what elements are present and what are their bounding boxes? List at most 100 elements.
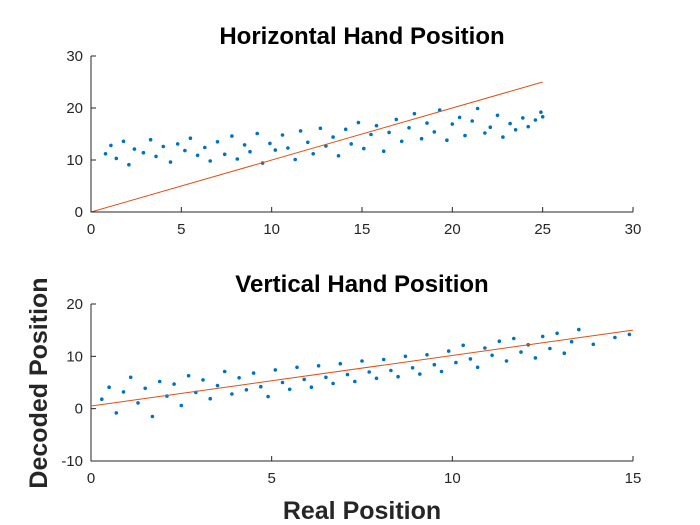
data-point: [201, 378, 205, 382]
data-point: [526, 124, 530, 129]
data-point: [148, 137, 153, 142]
data-point: [519, 350, 523, 354]
y-tick-label: 30: [66, 48, 83, 65]
y-tick-label: -10: [61, 453, 83, 470]
data-point: [504, 359, 509, 363]
data-point: [461, 343, 466, 348]
data-point: [168, 160, 173, 164]
y-tick-label: 10: [66, 152, 83, 169]
data-point: [280, 133, 285, 137]
y-tick-label: 10: [66, 348, 83, 365]
data-point: [331, 135, 335, 139]
data-point: [475, 365, 480, 370]
data-point: [539, 110, 543, 114]
data-point: [457, 115, 462, 120]
data-point: [259, 384, 263, 389]
data-point: [114, 411, 119, 415]
data-point: [439, 369, 444, 374]
data-point: [508, 121, 512, 126]
y-axis-label: Decoded Position: [25, 277, 53, 488]
data-point: [242, 143, 247, 147]
x-tick-label: 25: [534, 221, 551, 238]
data-point: [293, 157, 298, 162]
data-point: [425, 353, 429, 357]
data-point: [295, 365, 299, 370]
data-point: [501, 135, 505, 139]
data-point: [306, 140, 310, 145]
data-point: [533, 356, 538, 360]
data-point: [128, 375, 133, 380]
data-point: [396, 374, 400, 379]
y-tick-label: 0: [75, 401, 83, 418]
data-point: [268, 141, 272, 146]
x-tick-label: 0: [87, 470, 95, 487]
data-point: [280, 380, 285, 385]
data-point: [175, 142, 180, 146]
data-point: [483, 131, 487, 135]
data-point: [475, 106, 480, 111]
data-point: [381, 357, 386, 362]
horizontal-chart-points: [103, 106, 545, 167]
data-point: [237, 376, 241, 380]
data-point: [540, 334, 545, 339]
data-point: [324, 375, 328, 380]
data-point: [381, 149, 386, 153]
data-point: [533, 118, 538, 122]
data-point: [389, 368, 393, 373]
data-point: [235, 157, 240, 161]
data-point: [394, 117, 399, 122]
data-point: [309, 385, 314, 390]
data-point: [367, 370, 372, 374]
horizontal-chart-x-ticks: 0 5 10 15 20 25 30: [87, 207, 642, 238]
data-point: [311, 152, 316, 156]
data-point: [136, 401, 140, 405]
data-point: [316, 364, 321, 368]
data-point: [483, 346, 487, 350]
data-point: [407, 126, 411, 130]
x-tick-label: 30: [625, 221, 642, 238]
x-tick-label: 10: [263, 221, 280, 238]
data-point: [203, 145, 207, 150]
data-point: [497, 339, 502, 344]
data-point: [255, 131, 259, 136]
vertical-chart-points: [100, 327, 632, 419]
data-point: [345, 372, 350, 377]
data-point: [432, 130, 437, 134]
data-point: [103, 152, 108, 156]
data-point: [208, 159, 212, 163]
data-point: [230, 134, 234, 138]
data-point: [195, 153, 200, 158]
data-point: [591, 342, 596, 347]
data-point: [132, 147, 137, 151]
data-point: [107, 385, 111, 390]
data-point: [100, 397, 104, 402]
horizontal-chart-title: Horizontal Hand Position: [219, 23, 504, 50]
data-point: [121, 139, 126, 144]
data-point: [154, 154, 158, 159]
data-point: [287, 387, 292, 392]
data-point: [273, 148, 278, 152]
data-point: [266, 394, 270, 399]
data-point: [468, 357, 473, 361]
y-tick-label: 20: [66, 100, 83, 117]
data-point: [248, 149, 252, 154]
data-point: [613, 335, 617, 340]
data-point: [273, 368, 278, 372]
data-point: [183, 148, 187, 153]
data-point: [244, 388, 249, 392]
vertical-chart-y-ticks: -10 0 10 20: [61, 296, 96, 470]
x-tick-label: 20: [444, 221, 461, 238]
data-point: [488, 125, 493, 129]
data-point: [343, 127, 348, 132]
data-point: [512, 336, 516, 341]
x-tick-label: 5: [177, 221, 185, 238]
data-point: [179, 403, 184, 408]
data-point: [298, 129, 303, 133]
x-tick-label: 15: [354, 221, 371, 238]
data-point: [562, 351, 567, 356]
data-point: [286, 146, 290, 150]
data-point: [215, 383, 220, 388]
data-point: [172, 382, 176, 386]
